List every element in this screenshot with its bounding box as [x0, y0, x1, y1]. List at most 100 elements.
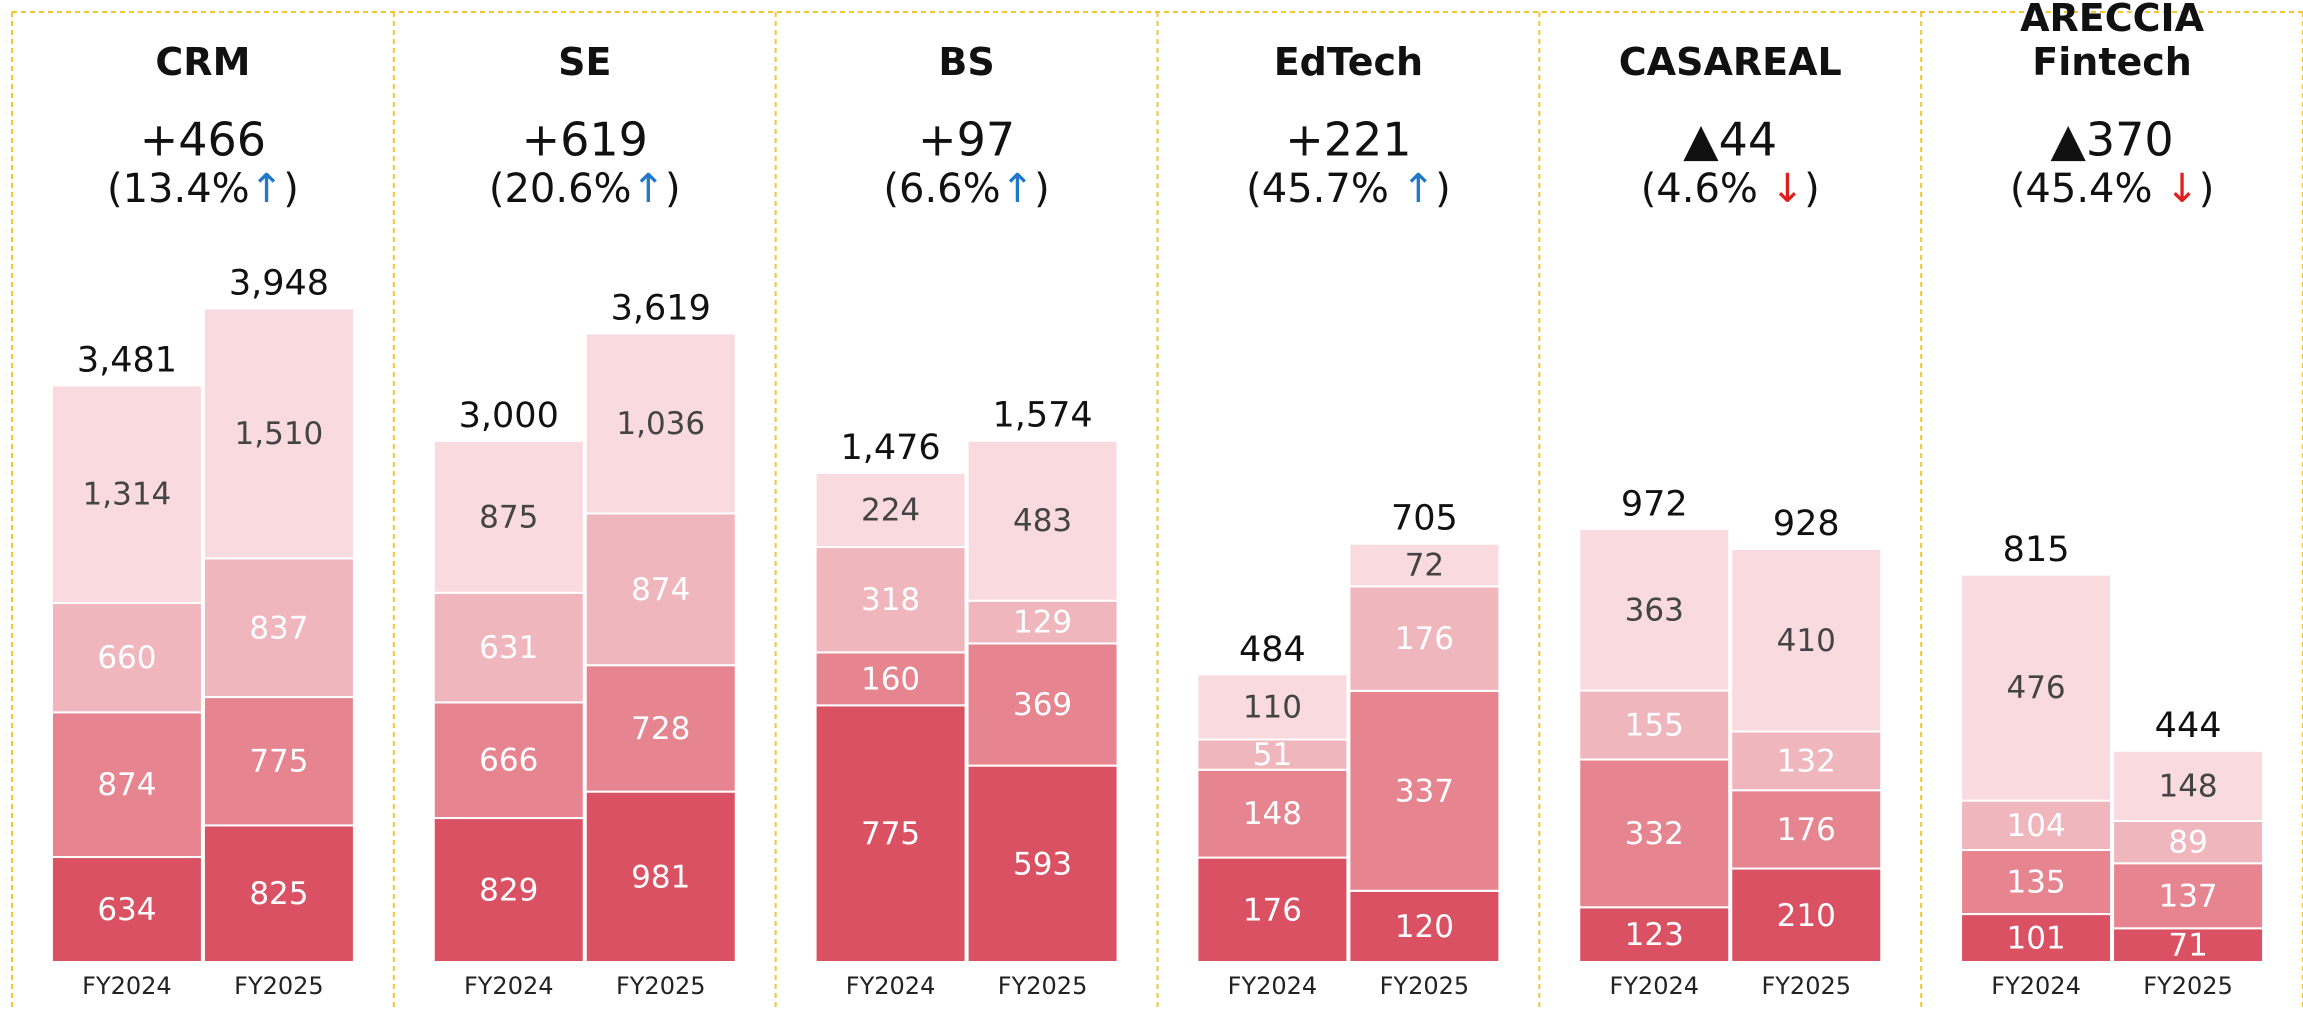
- change-rate-part: ): [2199, 166, 2215, 212]
- change-rate: (45.7% ↑): [1246, 166, 1451, 212]
- segment-label: 123: [1625, 917, 1684, 953]
- change: +221: [1285, 113, 1411, 167]
- change-rate-part: (4.6%: [1641, 166, 1771, 212]
- segment-label: 410: [1777, 623, 1836, 659]
- segment-label: 875: [479, 499, 538, 535]
- change-rate-part: ↓: [1771, 166, 1805, 212]
- bar-segment: [966, 599, 1119, 645]
- segment-label: 89: [2168, 825, 2207, 861]
- segment-label: 129: [1013, 605, 1072, 641]
- bar-segment: [814, 651, 967, 707]
- bar-segment: [1730, 789, 1883, 870]
- change-rate-part: ): [283, 166, 299, 212]
- bar-segment: [814, 704, 967, 963]
- bar-segment: [966, 764, 1119, 964]
- segment-label: 51: [1253, 737, 1292, 773]
- segment-label: 318: [861, 582, 920, 618]
- x-tick-label: FY2024: [1991, 972, 2081, 1000]
- segment-label: 483: [1013, 503, 1072, 539]
- bar-segment: [1578, 758, 1731, 909]
- change-rate-part: (45.4%: [2010, 166, 2165, 212]
- panel-title: CRM: [155, 40, 251, 84]
- bar-segment: [50, 856, 203, 964]
- change-rate-part: (20.6%: [489, 166, 632, 212]
- change-rate-part: ): [665, 166, 681, 212]
- total-label: 815: [2003, 530, 2070, 570]
- segment-label: 148: [1243, 796, 1302, 832]
- total-label: 3,481: [77, 341, 177, 381]
- segment-label: 135: [2006, 865, 2065, 901]
- x-tick-label: FY2024: [1609, 972, 1699, 1000]
- segment-label: 660: [97, 640, 156, 676]
- segment-label: 1,314: [83, 477, 172, 513]
- segment-label: 120: [1395, 909, 1454, 945]
- segment-label: 104: [2006, 808, 2065, 844]
- bar-segment: [202, 696, 355, 827]
- segment-label: 874: [631, 572, 690, 608]
- bar-segment: [966, 642, 1119, 767]
- change-rate-part: ↑: [632, 166, 666, 212]
- bar-segment: [584, 664, 737, 793]
- segment-label: 176: [1395, 621, 1454, 657]
- segment-label: 363: [1625, 592, 1684, 628]
- total-label: 3,000: [459, 396, 559, 436]
- segment-label: 775: [249, 744, 308, 780]
- bar-segment: [2112, 862, 2265, 930]
- segment-label: 210: [1777, 898, 1836, 934]
- bar-segment: [584, 332, 737, 515]
- change-rate: (45.4% ↓): [2010, 166, 2215, 212]
- bar-segment: [2112, 927, 2265, 963]
- segment-label: 837: [249, 610, 308, 646]
- change: +97: [918, 113, 1015, 167]
- total-label: 1,574: [992, 396, 1092, 436]
- bar-segment: [202, 824, 355, 963]
- change-rate-part: (13.4%: [107, 166, 250, 212]
- change-rate-part: ↑: [1402, 166, 1436, 212]
- segment-label: 101: [2006, 921, 2065, 957]
- segment-label: 71: [2168, 928, 2207, 964]
- segment-label: 176: [1243, 892, 1302, 928]
- bar-segment: [1578, 528, 1731, 692]
- bar-segment: [1960, 573, 2113, 802]
- segment-label: 72: [1405, 548, 1444, 584]
- bar-segment: [1960, 848, 2113, 916]
- total-label: 928: [1773, 504, 1840, 544]
- bar-segment: [50, 602, 203, 714]
- x-tick-label: FY2025: [1380, 972, 1470, 1000]
- x-tick-label: FY2025: [234, 972, 324, 1000]
- x-tick-label: FY2024: [846, 972, 936, 1000]
- bar-segment: [50, 384, 203, 605]
- change-rate-part: ): [1804, 166, 1820, 212]
- segment-label: 337: [1395, 773, 1454, 809]
- bar-segment: [1196, 856, 1349, 963]
- segment-label: 1,510: [235, 416, 324, 452]
- bar-segment: [1348, 689, 1501, 892]
- bar-segment: [1348, 889, 1501, 963]
- segment-label: 176: [1777, 812, 1836, 848]
- x-tick-label: FY2025: [2143, 972, 2233, 1000]
- segment-label: 160: [861, 661, 920, 697]
- bar-segment: [432, 591, 585, 704]
- segment-label: 775: [861, 816, 920, 852]
- total-label: 3,619: [611, 289, 711, 329]
- segment-label: 593: [1013, 846, 1072, 882]
- change-rate-part: ): [1435, 166, 1451, 212]
- segment-label: 148: [2158, 768, 2217, 804]
- change-rate-part: ↑: [1001, 166, 1035, 212]
- change: +619: [522, 113, 648, 167]
- change-rate: (20.6%↑): [489, 166, 681, 212]
- change-rate-part: ↓: [2165, 166, 2199, 212]
- segment-label: 132: [1777, 743, 1836, 779]
- segment-label: 829: [479, 873, 538, 909]
- segment-label: 634: [97, 892, 156, 928]
- x-tick-label: FY2025: [616, 972, 706, 1000]
- change-rate-part: ): [1034, 166, 1050, 212]
- segment-label: 110: [1243, 689, 1302, 725]
- bar-segment: [814, 546, 967, 654]
- segment-label: 666: [479, 743, 538, 779]
- panel-title: CASAREAL: [1618, 40, 1842, 84]
- panel-title: SE: [558, 40, 612, 84]
- change-rate: (6.6%↑): [883, 166, 1049, 212]
- change: ▲370: [2050, 113, 2173, 167]
